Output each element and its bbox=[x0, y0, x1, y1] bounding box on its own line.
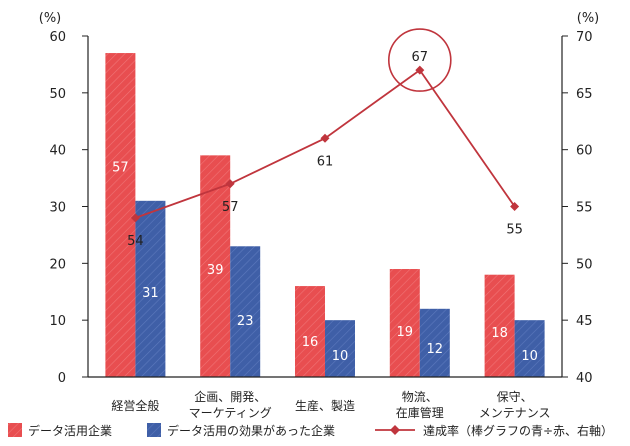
category-label: メンテナンス bbox=[479, 406, 551, 420]
line-value-label: 61 bbox=[317, 154, 334, 169]
line-point-marker bbox=[320, 133, 330, 143]
left-axis-unit: (%) bbox=[39, 11, 62, 26]
bar-data-usage bbox=[105, 53, 136, 378]
legend-label-data-usage: データ活用企業 bbox=[28, 423, 112, 438]
line-value-label: 55 bbox=[506, 223, 523, 238]
bar-value-label: 31 bbox=[142, 286, 159, 301]
right-tick-label: 50 bbox=[576, 257, 593, 272]
left-tick-label: 0 bbox=[58, 371, 66, 386]
bar-effective bbox=[230, 246, 261, 377]
right-tick-label: 70 bbox=[576, 30, 593, 45]
category-label: 物流、 bbox=[402, 390, 438, 404]
category-label: マーケティング bbox=[189, 406, 272, 420]
category-label: 企画、開発、 bbox=[194, 389, 266, 404]
bar-value-label: 57 bbox=[112, 161, 129, 176]
bar-effective bbox=[135, 200, 166, 377]
right-tick-label: 65 bbox=[576, 87, 593, 102]
legend-label-achievement-rate: 達成率（棒グラフの青÷赤、右軸） bbox=[423, 423, 613, 438]
line-layer bbox=[130, 28, 520, 223]
bar-effective bbox=[419, 308, 450, 377]
line-value-label: 57 bbox=[222, 200, 239, 215]
bars-layer bbox=[105, 53, 545, 378]
line-point-marker bbox=[415, 65, 425, 75]
legend-swatch-data-usage bbox=[8, 423, 22, 437]
category-label: 経営全般 bbox=[111, 398, 159, 413]
bar-value-label: 39 bbox=[207, 263, 224, 278]
right-tick-label: 40 bbox=[576, 371, 593, 386]
bar-value-label: 16 bbox=[302, 335, 319, 350]
line-point-marker bbox=[130, 213, 140, 223]
category-label: 在庫管理 bbox=[396, 405, 444, 420]
bar-effective bbox=[325, 320, 355, 377]
bar-value-label: 19 bbox=[397, 325, 414, 340]
left-tick-label: 10 bbox=[49, 314, 66, 329]
line-point-marker bbox=[225, 179, 235, 189]
legend-marker-swatch bbox=[390, 425, 400, 435]
bar-data-usage bbox=[295, 286, 325, 377]
data-labels-layer: 57 31 39 23 16 10 19 12 18 10 54 57 61 67 55 bbox=[112, 50, 538, 364]
legend-swatch-effective bbox=[147, 423, 161, 437]
bar-data-usage bbox=[389, 269, 420, 377]
achievement-rate-line bbox=[135, 68, 516, 219]
left-tick-label: 30 bbox=[49, 201, 66, 216]
left-tick-label: 50 bbox=[49, 87, 66, 102]
axes-layer: 0 10 20 30 40 50 60 (%) 40 45 50 55 60 65 70 (%) 経営全般 企画、… bbox=[39, 11, 600, 420]
bar-value-label: 12 bbox=[427, 342, 444, 357]
right-tick-label: 45 bbox=[576, 314, 593, 329]
bar-effective bbox=[514, 320, 545, 377]
bar-data-usage bbox=[484, 274, 515, 377]
highlight-circle bbox=[387, 28, 452, 92]
line-value-label: 54 bbox=[127, 234, 144, 249]
bar-value-label: 10 bbox=[332, 349, 349, 364]
right-axis-unit: (%) bbox=[577, 11, 600, 26]
line-point-marker bbox=[510, 202, 520, 211]
left-tick-label: 20 bbox=[49, 257, 66, 272]
right-tick-label: 55 bbox=[576, 201, 593, 216]
legend-label-effective: データ活用の効果があった企業 bbox=[167, 423, 335, 438]
bar-value-label: 18 bbox=[491, 326, 508, 341]
bar-value-label: 10 bbox=[521, 349, 538, 364]
right-tick-label: 60 bbox=[576, 144, 593, 159]
left-tick-label: 40 bbox=[49, 144, 66, 159]
legend: データ活用企業 データ活用の効果があった企業 達成率（棒グラフの青÷赤、右軸） bbox=[8, 423, 613, 438]
category-label: 保守、 bbox=[497, 390, 533, 404]
line-value-label: 67 bbox=[412, 50, 429, 65]
bar-value-label: 23 bbox=[237, 314, 254, 329]
left-tick-label: 60 bbox=[49, 30, 66, 45]
category-label: 生産、製造 bbox=[295, 398, 355, 413]
